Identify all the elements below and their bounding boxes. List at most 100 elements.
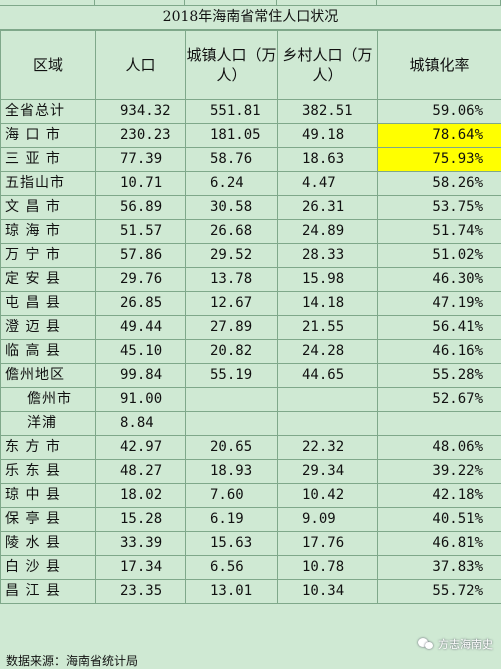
- cell-rural: 24.28: [277, 339, 378, 364]
- cell-urbanization-rate: 42.18%: [377, 483, 501, 508]
- table-row: 定 安 县 29.76 13.78 15.98 46.30%: [0, 267, 501, 292]
- cell-population: 230.23: [95, 123, 186, 148]
- cell-region: 屯 昌 县: [0, 291, 96, 316]
- cell-population: 15.28: [95, 507, 186, 532]
- cell-rural: 28.33: [277, 243, 378, 268]
- cell-urbanization-rate: 46.81%: [377, 531, 501, 556]
- cell-urbanization-rate: 47.19%: [377, 291, 501, 316]
- cell-urban: 181.05: [185, 123, 278, 148]
- table-row: 保 亭 县 15.28 6.19 9.09 40.51%: [0, 507, 501, 532]
- header-urbanization-rate: 城镇化率: [377, 30, 501, 100]
- cell-region: 临 高 县: [0, 339, 96, 364]
- cell-urban: [185, 387, 278, 412]
- cell-urban: 6.24: [185, 171, 278, 196]
- header-urban: 城镇人口（万人）: [185, 30, 278, 100]
- cell-urbanization-rate: 53.75%: [377, 195, 501, 220]
- cell-region: 乐 东 县: [0, 459, 96, 484]
- cell-rural: 14.18: [277, 291, 378, 316]
- cell-urbanization-rate: 52.67%: [377, 387, 501, 412]
- cell-urban: 20.65: [185, 435, 278, 460]
- cell-urbanization-rate: 40.51%: [377, 507, 501, 532]
- cell-rural: 382.51: [277, 99, 378, 124]
- cell-urbanization-rate: 37.83%: [377, 555, 501, 580]
- cell-population: 49.44: [95, 315, 186, 340]
- cell-region: 儋州地区: [0, 363, 96, 388]
- cell-rural: 44.65: [277, 363, 378, 388]
- cell-rural: 17.76: [277, 531, 378, 556]
- cell-urbanization-rate: 39.22%: [377, 459, 501, 484]
- cell-urban: 13.01: [185, 579, 278, 604]
- cell-rural: 49.18: [277, 123, 378, 148]
- population-table: 区域 人口 城镇人口（万人） 乡村人口（万人） 城镇化率 全省总计 934.32 5…: [0, 30, 501, 604]
- cell-region: 儋州市: [0, 387, 96, 412]
- cell-rural: 10.34: [277, 579, 378, 604]
- cell-urbanization-rate: [377, 411, 501, 436]
- cell-urban: 27.89: [185, 315, 278, 340]
- cell-region: 洋浦: [0, 411, 96, 436]
- cell-rural: [277, 387, 378, 412]
- cell-urbanization-rate: 46.16%: [377, 339, 501, 364]
- cell-urban: 13.78: [185, 267, 278, 292]
- top-cutoff-row: [0, 0, 501, 6]
- cell-urban: 29.52: [185, 243, 278, 268]
- cell-rural: 9.09: [277, 507, 378, 532]
- cell-rural: 15.98: [277, 267, 378, 292]
- cell-population: 934.32: [95, 99, 186, 124]
- cell-urbanization-rate: 78.64%: [377, 123, 501, 148]
- table-row: 陵 水 县 33.39 15.63 17.76 46.81%: [0, 531, 501, 556]
- cell-urbanization-rate: 55.28%: [377, 363, 501, 388]
- cell-rural: 10.78: [277, 555, 378, 580]
- cell-population: 33.39: [95, 531, 186, 556]
- cell-population: 23.35: [95, 579, 186, 604]
- cell-urban: 6.56: [185, 555, 278, 580]
- table-row: 儋州地区 99.84 55.19 44.65 55.28%: [0, 363, 501, 388]
- cell-region: 昌 江 县: [0, 579, 96, 604]
- cell-region: 白 沙 县: [0, 555, 96, 580]
- cell-urbanization-rate: 51.02%: [377, 243, 501, 268]
- cell-region: 文 昌 市: [0, 195, 96, 220]
- cell-population: 18.02: [95, 483, 186, 508]
- table-row: 东 方 市 42.97 20.65 22.32 48.06%: [0, 435, 501, 460]
- cell-urban: [185, 411, 278, 436]
- table-row: 澄 迈 县 49.44 27.89 21.55 56.41%: [0, 315, 501, 340]
- cell-rural: 10.42: [277, 483, 378, 508]
- table-row: 乐 东 县 48.27 18.93 29.34 39.22%: [0, 459, 501, 484]
- cell-population: 45.10: [95, 339, 186, 364]
- table-title: 2018年海南省常住人口状况: [0, 6, 501, 30]
- cell-urbanization-rate: 55.72%: [377, 579, 501, 604]
- cell-urban: 20.82: [185, 339, 278, 364]
- table-row: 琼 海 市 51.57 26.68 24.89 51.74%: [0, 219, 501, 244]
- cell-region: 全省总计: [0, 99, 96, 124]
- cell-urbanization-rate: 58.26%: [377, 171, 501, 196]
- cell-region: 陵 水 县: [0, 531, 96, 556]
- cell-urban: 30.58: [185, 195, 278, 220]
- cell-rural: 4.47: [277, 171, 378, 196]
- table-row: 三 亚 市 77.39 58.76 18.63 75.93%: [0, 147, 501, 172]
- cell-urban: 55.19: [185, 363, 278, 388]
- cell-urban: 551.81: [185, 99, 278, 124]
- wechat-icon: [418, 638, 434, 650]
- table-row: 洋浦 8.84: [0, 411, 501, 436]
- cell-rural: [277, 411, 378, 436]
- cell-population: 57.86: [95, 243, 186, 268]
- cell-urban: 12.67: [185, 291, 278, 316]
- cell-urban: 7.60: [185, 483, 278, 508]
- cell-urbanization-rate: 75.93%: [377, 147, 501, 172]
- cell-rural: 24.89: [277, 219, 378, 244]
- table-row: 临 高 县 45.10 20.82 24.28 46.16%: [0, 339, 501, 364]
- header-region: 区域: [0, 30, 96, 100]
- cell-region: 五指山市: [0, 171, 96, 196]
- cell-region: 保 亭 县: [0, 507, 96, 532]
- cell-rural: 29.34: [277, 459, 378, 484]
- cell-population: 26.85: [95, 291, 186, 316]
- cell-rural: 18.63: [277, 147, 378, 172]
- cell-population: 29.76: [95, 267, 186, 292]
- watermark: 方志海南史: [418, 636, 493, 652]
- cell-urban: 15.63: [185, 531, 278, 556]
- cell-population: 99.84: [95, 363, 186, 388]
- table-row: 五指山市 10.71 6.24 4.47 58.26%: [0, 171, 501, 196]
- cell-urbanization-rate: 48.06%: [377, 435, 501, 460]
- table-row: 屯 昌 县 26.85 12.67 14.18 47.19%: [0, 291, 501, 316]
- header-population: 人口: [95, 30, 186, 100]
